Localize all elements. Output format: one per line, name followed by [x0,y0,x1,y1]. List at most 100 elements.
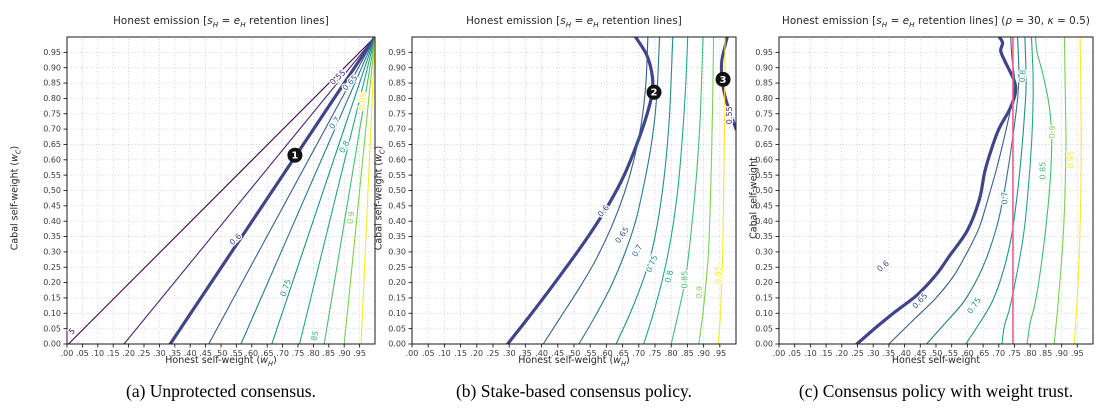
contour-line-0.85 [1026,37,1053,344]
svg-text:.80: .80 [665,349,678,358]
svg-text:0.75: 0.75 [755,109,773,118]
svg-text:0.90: 0.90 [43,63,61,72]
svg-text:0.95: 0.95 [43,48,61,57]
contour-label: 0.6 [228,232,243,247]
svg-text:0.85: 0.85 [388,79,406,88]
svg-text:.90: .90 [1055,349,1068,358]
svg-text:.00: .00 [773,349,786,358]
contour-line-0.8 [298,37,375,344]
svg-text:0.00: 0.00 [43,340,61,349]
svg-text:.55: .55 [584,349,597,358]
svg-text:.35: .35 [168,349,181,358]
svg-text:0.45: 0.45 [43,201,61,210]
contour-line-0.7 [926,37,1020,344]
svg-text:3: 3 [720,75,727,86]
svg-text:0.20: 0.20 [755,278,773,287]
svg-text:.45: .45 [914,349,927,358]
svg-text:.90: .90 [697,349,710,358]
tick-labels: .00.05.10.15.20.25.30.35.40.45.50.55.60.… [43,48,366,358]
svg-text:.40: .40 [535,349,548,358]
panel-a-plot: .00.05.10.15.20.25.30.35.40.45.50.55.60.… [43,36,376,358]
svg-text:.00: .00 [406,349,419,358]
contour-label: 0.8 [664,269,675,283]
svg-text:0.80: 0.80 [755,94,773,103]
panel-b-plot: .00.05.10.15.20 .25.30.35.40.45 .50.55.60.… [388,36,737,358]
svg-text:0.65: 0.65 [388,140,406,149]
contour-label: 0.85 [680,271,689,289]
contour-line-0.95 [1073,37,1082,344]
contour-line-0.6 [168,37,375,344]
svg-text:0.70: 0.70 [755,125,773,134]
tick-labels: .00.05.10.15.20.25.30.35.40.45.50.55.60.… [755,48,1083,358]
svg-text:0.25: 0.25 [43,263,61,272]
svg-text:.40: .40 [898,349,911,358]
contour-line-0.75 [965,37,1027,344]
contour-line-0.6 [855,37,1018,344]
svg-text:0.55: 0.55 [43,171,61,180]
svg-text:.60: .60 [961,349,974,358]
svg-text:.50: .50 [215,349,228,358]
svg-text:0.40: 0.40 [43,217,61,226]
axis-ticks [63,51,361,348]
svg-text:.75: .75 [649,349,662,358]
svg-text:.80: .80 [307,349,320,358]
svg-text:.95: .95 [713,349,726,358]
svg-text:.55: .55 [945,349,958,358]
svg-text:.05: .05 [422,349,435,358]
panel-c-plot: .00.05.10.15.20.25.30.35.40.45.50.55.60.… [755,36,1094,358]
svg-text:0.15: 0.15 [388,294,406,303]
panel-c-xlabel: Honest self-weight [891,355,981,366]
contour-label: 0.55 [725,106,734,124]
contour-line-0.85 [670,37,704,344]
svg-text:0.70: 0.70 [43,125,61,134]
contour-label: 0.7 [1001,192,1010,205]
svg-text:.85: .85 [1040,349,1053,358]
svg-text:.30: .30 [867,349,880,358]
contour-lines [855,37,1082,344]
svg-text:0.65: 0.65 [43,140,61,149]
svg-text:0.35: 0.35 [43,232,61,241]
svg-text:.40: .40 [184,349,197,358]
axis-ticks [775,51,1078,348]
svg-text:0.70: 0.70 [388,125,406,134]
svg-text:.20: .20 [835,349,848,358]
svg-text:0.65: 0.65 [755,140,773,149]
svg-text:.80: .80 [1024,349,1037,358]
svg-text:0.50: 0.50 [388,186,406,195]
svg-text:0.90: 0.90 [755,63,773,72]
contour-line-0.8 [643,37,689,344]
svg-text:0.10: 0.10 [388,309,406,318]
svg-text:0.85: 0.85 [755,79,773,88]
svg-text:0.00: 0.00 [755,340,773,349]
svg-text:0.50: 0.50 [43,186,61,195]
svg-text:0.05: 0.05 [43,324,61,333]
contour-line-0.85 [323,37,375,344]
contour-label: 0.8 [1018,69,1028,82]
panel-a-caption: (a) Unprotected consensus. [125,381,317,401]
contour-label: 0.75 [965,296,983,316]
marker-2: 2 [646,84,662,100]
svg-text:.65: .65 [616,349,629,358]
svg-text:.05: .05 [76,349,89,358]
contour-line-0.65 [888,37,1016,344]
contour-line-0.6 [506,37,655,344]
marker-1: 1 [287,147,303,163]
contour-line-0.5 [67,37,375,344]
contour-lines [506,37,736,344]
svg-text:0.80: 0.80 [43,94,61,103]
svg-text:0.80: 0.80 [388,94,406,103]
svg-text:0.60: 0.60 [43,155,61,164]
svg-text:0.20: 0.20 [43,278,61,287]
grid [412,37,736,344]
contour-line-0.95 [360,37,375,344]
svg-text:0.90: 0.90 [388,63,406,72]
contour-label: 5 [67,327,77,337]
panel-a-title: Honest emission [sH = eH retention lines… [113,15,329,30]
svg-text:1: 1 [291,151,298,162]
svg-text:0.50: 0.50 [755,186,773,195]
svg-text:0.45: 0.45 [755,201,773,210]
svg-text:.25: .25 [138,349,151,358]
svg-text:.95: .95 [353,349,366,358]
contour-line-0.8 [1001,37,1034,344]
